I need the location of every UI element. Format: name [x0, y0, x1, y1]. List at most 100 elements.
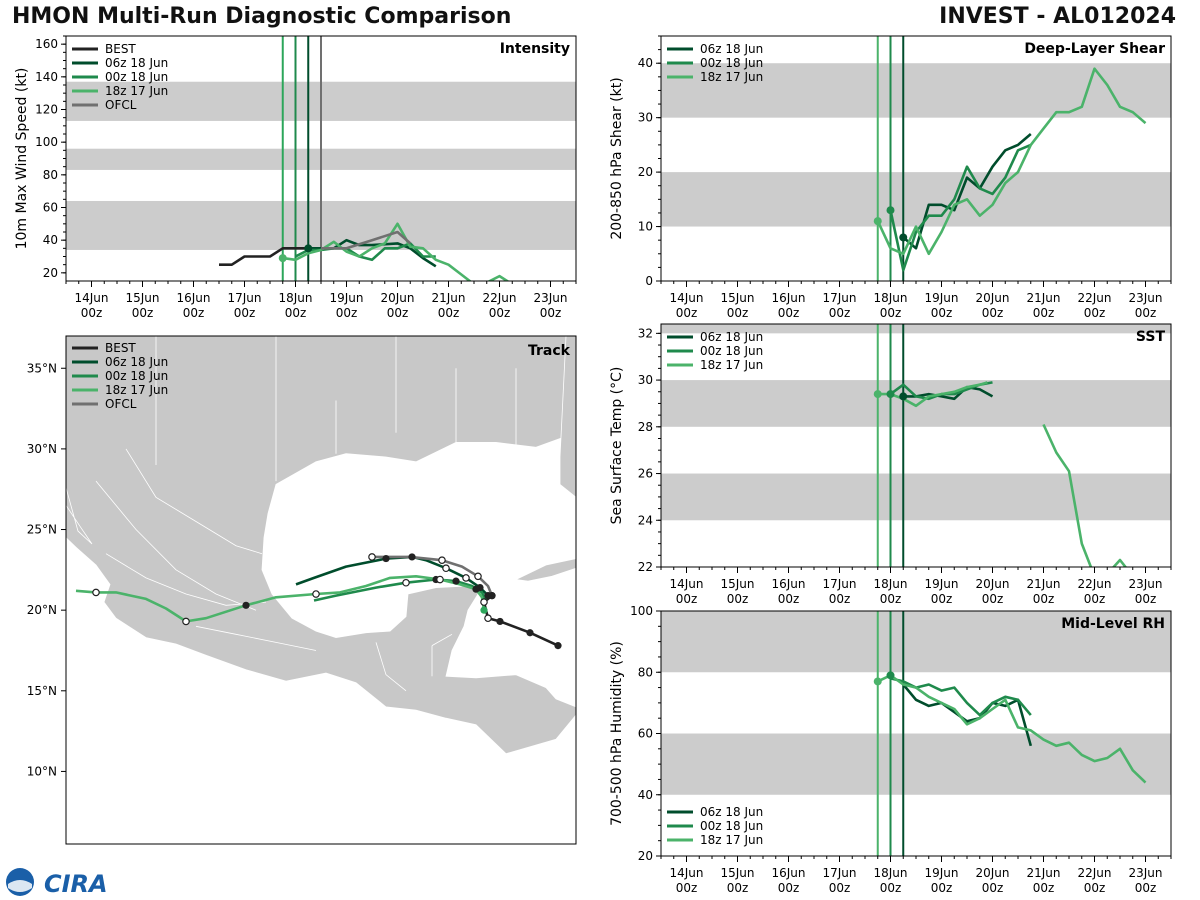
shear-x-tick-label: 19Jun [924, 291, 958, 305]
intensity-series-line [321, 230, 412, 250]
sst-x-tick-label: 00z [1135, 592, 1157, 606]
shear-x-tick-label: 00z [1135, 306, 1157, 320]
sst-series-line [1042, 423, 1128, 567]
shear-series-marker [873, 217, 882, 226]
track-position-open-marker [462, 574, 470, 582]
shear-x-tick-label: 20Jun [975, 291, 1009, 305]
sst-x-tick-label: 00z [931, 592, 953, 606]
rh-band [661, 733, 1171, 795]
sst-x-tick-label: 16Jun [771, 577, 805, 591]
state-border [125, 448, 263, 555]
rh-x-tick-label: 00z [880, 881, 902, 895]
intensity-x-tick-label: 15Jun [125, 291, 159, 305]
intensity-x-tick-label: 00z [81, 306, 103, 320]
track-position-open-marker [92, 588, 100, 597]
intensity-x-tick-label: 19Jun [329, 291, 363, 305]
track-position-marker [472, 585, 480, 593]
rh-y-tick-label: 40 [638, 788, 653, 802]
track-position-marker [408, 553, 416, 561]
intensity-y-tick-label: 140 [35, 70, 58, 84]
track-panel-title: Track [528, 343, 571, 359]
shear-x-tick-label: 22Jun [1077, 291, 1111, 305]
shear-series-line [876, 67, 1147, 256]
rh-x-tick-label: 14Jun [669, 866, 703, 880]
sst-series-marker [886, 390, 895, 399]
sst-panel-title: SST [1136, 329, 1166, 345]
shear-x-tick-label: 00z [931, 306, 953, 320]
intensity-x-tick-label: 14Jun [74, 291, 108, 305]
shear-series-marker [886, 206, 895, 215]
sst-series-marker [873, 390, 882, 399]
shear-x-tick-label: 00z [1033, 306, 1055, 320]
shear-x-tick-label: 00z [982, 306, 1004, 320]
intensity-x-tick-label: 22Jun [482, 291, 516, 305]
track-frame [65, 335, 577, 845]
shear-x-tick-label: 21Jun [1026, 291, 1060, 305]
intensity-y-tick-label: 120 [35, 103, 58, 117]
track-position-marker [452, 577, 460, 585]
rh-x-tick-label: 20Jun [975, 866, 1009, 880]
sst-legend-label: 18z 17 Jun [700, 358, 763, 372]
intensity-y-tick-label: 100 [35, 135, 58, 149]
rh-x-tick-label: 16Jun [771, 866, 805, 880]
sst-y-tick-label: 30 [638, 373, 653, 387]
rh-x-tick-label: 00z [1033, 881, 1055, 895]
intensity-x-tick-label: 00z [387, 306, 409, 320]
rh-plot-area [661, 611, 1171, 856]
track-position-open-marker [438, 556, 446, 564]
rh-x-tick-label: 00z [829, 881, 851, 895]
rh-x-tick-label: 18Jun [873, 866, 907, 880]
intensity-x-tick-label: 18Jun [278, 291, 312, 305]
state-border [95, 480, 257, 611]
track-position-marker [382, 554, 390, 563]
track-position-marker [480, 606, 488, 614]
intensity-y-tick-label: 80 [43, 168, 58, 182]
sst-y-tick-label: 32 [638, 326, 653, 340]
track-lat-label: 10°N [27, 764, 57, 778]
intensity-x-tick-label: 00z [183, 306, 205, 320]
rh-series-line [902, 683, 1033, 747]
storm-id-title: INVEST - AL012024 [939, 4, 1176, 29]
shear-y-tick-label: 0 [645, 274, 653, 288]
intensity-x-tick-label: 23Jun [533, 291, 567, 305]
state-border [105, 553, 267, 606]
shear-legend-label: 00z 18 Jun [700, 56, 763, 70]
sst-x-tick-label: 15Jun [720, 577, 754, 591]
intensity-y-axis-label: 10m Max Wind Speed (kt) [14, 68, 30, 250]
track-lat-label: 30°N [27, 442, 57, 456]
panel-rh: 2040608010014Jun00z15Jun00z16Jun00z17Jun… [609, 604, 1172, 895]
intensity-series-line [282, 222, 510, 281]
intensity-x-tick-label: 00z [234, 306, 256, 320]
rh-x-tick-label: 19Jun [924, 866, 958, 880]
track-position-open-marker [368, 553, 376, 561]
track-position-open-marker [484, 614, 492, 623]
track-position-marker [496, 617, 504, 626]
shear-x-tick-label: 15Jun [720, 291, 754, 305]
intensity-legend-label: BEST [105, 42, 136, 56]
sst-x-tick-label: 00z [982, 592, 1004, 606]
intensity-panel-title: Intensity [500, 41, 570, 57]
track-legend-label: BEST [105, 341, 136, 355]
track-position-marker [488, 592, 496, 600]
rh-series-line [877, 674, 1147, 784]
sst-band [661, 324, 1171, 334]
shear-series-line [889, 143, 1032, 272]
sst-series-marker [899, 392, 908, 401]
intensity-x-tick-label: 00z [132, 306, 154, 320]
sst-x-tick-label: 21Jun [1026, 577, 1060, 591]
rh-x-tick-label: 00z [1084, 881, 1106, 895]
track-position-marker [554, 642, 562, 650]
panel-shear: 01020304014Jun00z15Jun00z16Jun00z17Jun00… [609, 35, 1172, 320]
rh-series-marker [886, 671, 895, 680]
state-border [431, 633, 453, 646]
cira-logo-text: CIRA [44, 870, 108, 898]
sst-x-tick-label: 00z [880, 592, 902, 606]
sst-x-tick-label: 23Jun [1128, 577, 1162, 591]
sst-x-tick-label: 00z [727, 592, 749, 606]
shear-band [661, 172, 1171, 227]
rh-legend-label: 06z 18 Jun [700, 805, 763, 819]
sst-legend-label: 06z 18 Jun [700, 330, 763, 344]
shear-y-tick-label: 20 [638, 165, 653, 179]
rh-x-tick-label: 00z [676, 881, 698, 895]
shear-x-tick-label: 00z [676, 306, 698, 320]
